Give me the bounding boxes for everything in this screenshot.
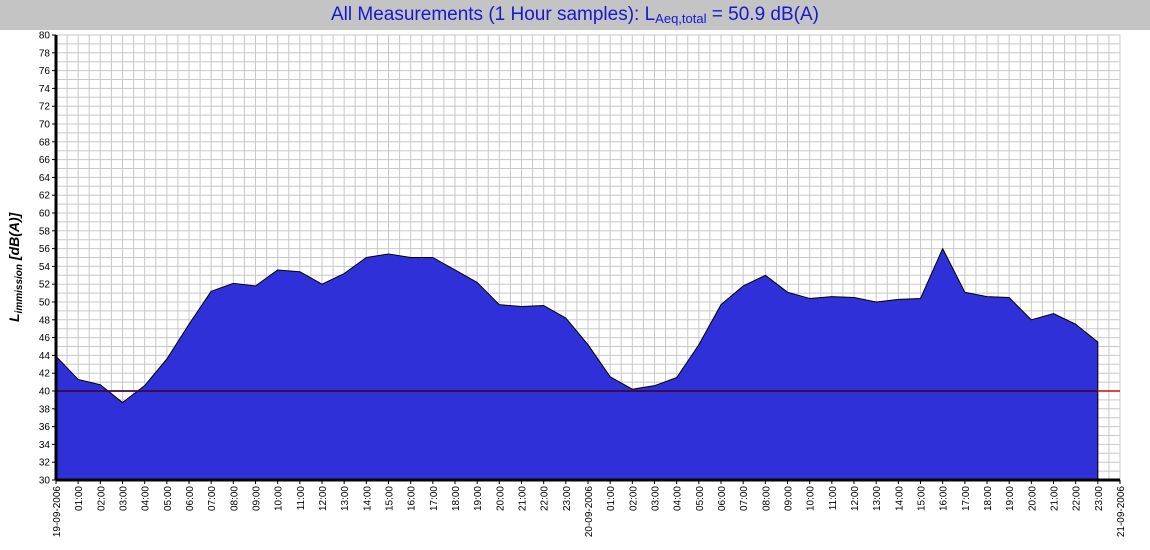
y-tick-label: 70 — [39, 120, 51, 131]
y-tick-label: 78 — [39, 48, 51, 59]
x-tick-label: 04:00 — [141, 486, 152, 511]
x-tick-label: 14:00 — [362, 486, 373, 511]
chart-title: All Measurements (1 Hour samples): LAeq,… — [0, 0, 1150, 30]
y-tick-label: 40 — [39, 387, 51, 398]
y-tick-label: 32 — [39, 458, 51, 469]
x-tick-label: 11:00 — [828, 486, 839, 511]
y-tick-label: 58 — [39, 226, 51, 237]
x-tick-label: 04:00 — [673, 486, 684, 511]
series-area — [55, 248, 1099, 481]
x-tick-label: 06:00 — [185, 486, 196, 511]
x-tick-label: 22:00 — [1072, 486, 1083, 511]
y-tick-label: 36 — [39, 422, 51, 433]
x-tick-label: 19:00 — [473, 486, 484, 511]
y-tick-label: 52 — [39, 280, 51, 291]
x-tick-label: 01:00 — [606, 486, 617, 511]
x-tick-label: 12:00 — [318, 486, 329, 511]
y-tick-label: 50 — [39, 298, 51, 309]
x-tick-label: 17:00 — [961, 486, 972, 511]
x-tick-label: 15:00 — [385, 486, 396, 511]
y-tick-label: 34 — [39, 440, 51, 451]
x-tick-label: 20:00 — [495, 486, 506, 511]
x-tick-label: 16:00 — [939, 486, 950, 511]
x-tick-label: 16:00 — [407, 486, 418, 511]
x-tick-label: 05:00 — [695, 486, 706, 511]
x-tick-label: 20:00 — [1027, 486, 1038, 511]
x-tick-label: 12:00 — [850, 486, 861, 511]
y-tick-label: 68 — [39, 137, 51, 148]
y-tick-label: 66 — [39, 155, 51, 166]
x-tick-label: 10:00 — [806, 486, 817, 511]
x-tick-label: 19:00 — [1005, 486, 1016, 511]
y-tick-label: 38 — [39, 404, 51, 415]
x-tick-label: 19-09-2006 — [52, 486, 63, 538]
x-tick-label: 09:00 — [784, 486, 795, 511]
y-tick-label: 80 — [39, 31, 51, 42]
y-tick-label: 56 — [39, 244, 51, 255]
x-tick-labels: 19-09-2006 01:00 02:00 03:00 04:00 05:00 06:00… — [52, 486, 1127, 538]
y-tick-label: 30 — [39, 476, 51, 487]
x-tick-label: 14:00 — [894, 486, 905, 511]
x-tick-label: 10:00 — [274, 486, 285, 511]
x-tick-label: 08:00 — [761, 486, 772, 511]
x-tick-label: 08:00 — [229, 486, 240, 511]
y-tick-label: 42 — [39, 369, 51, 380]
title-subscript: Aeq,total — [655, 11, 707, 26]
y-tick-label: 46 — [39, 333, 51, 344]
chart-marks — [55, 248, 1120, 481]
x-tick-label: 07:00 — [207, 486, 218, 511]
x-tick-label: 11:00 — [296, 486, 307, 511]
x-tick-label: 21:00 — [1050, 486, 1061, 511]
x-tick-label: 02:00 — [96, 486, 107, 511]
x-tick-label: 17:00 — [429, 486, 440, 511]
x-tick-label: 22:00 — [540, 486, 551, 511]
x-tick-label: 20-09-2006 — [584, 486, 595, 538]
x-tick-label: 06:00 — [717, 486, 728, 511]
title-suffix: = 50.9 dB(A) — [706, 4, 819, 25]
x-tick-label: 15:00 — [917, 486, 928, 511]
x-tick-label: 18:00 — [451, 486, 462, 511]
x-tick-label: 21:00 — [518, 486, 529, 511]
x-tick-label: 05:00 — [163, 486, 174, 511]
y-tick-label: 64 — [39, 173, 51, 184]
x-tick-label: 01:00 — [74, 486, 85, 511]
y-tick-label: 76 — [39, 66, 51, 77]
x-tick-label: 02:00 — [628, 486, 639, 511]
y-tick-label: 74 — [39, 84, 51, 95]
chart-axes — [52, 34, 1121, 484]
x-tick-label: 07:00 — [739, 486, 750, 511]
y-tick-label: 44 — [39, 351, 51, 362]
y-tick-label: 60 — [39, 209, 51, 220]
x-tick-label: 13:00 — [872, 486, 883, 511]
x-tick-label: 03:00 — [119, 486, 130, 511]
x-tick-label: 23:00 — [562, 486, 573, 511]
x-tick-label: 09:00 — [252, 486, 263, 511]
y-tick-labels: 30 32 34 36 38 40 42 44 46 48 50 52 54 56 58 60 62 64 66 68… — [39, 31, 51, 487]
y-tick-label: 54 — [39, 262, 51, 273]
x-tick-label: 23:00 — [1094, 486, 1105, 511]
y-tick-label: 48 — [39, 315, 51, 326]
y-tick-label: 72 — [39, 102, 51, 113]
y-tick-label: 62 — [39, 191, 51, 202]
title-prefix: All Measurements (1 Hour samples): L — [331, 4, 656, 25]
x-tick-label: 13:00 — [340, 486, 351, 511]
x-tick-label: 03:00 — [651, 486, 662, 511]
x-tick-label: 18:00 — [983, 486, 994, 511]
x-tick-label: 21-09-2006 — [1116, 486, 1127, 538]
